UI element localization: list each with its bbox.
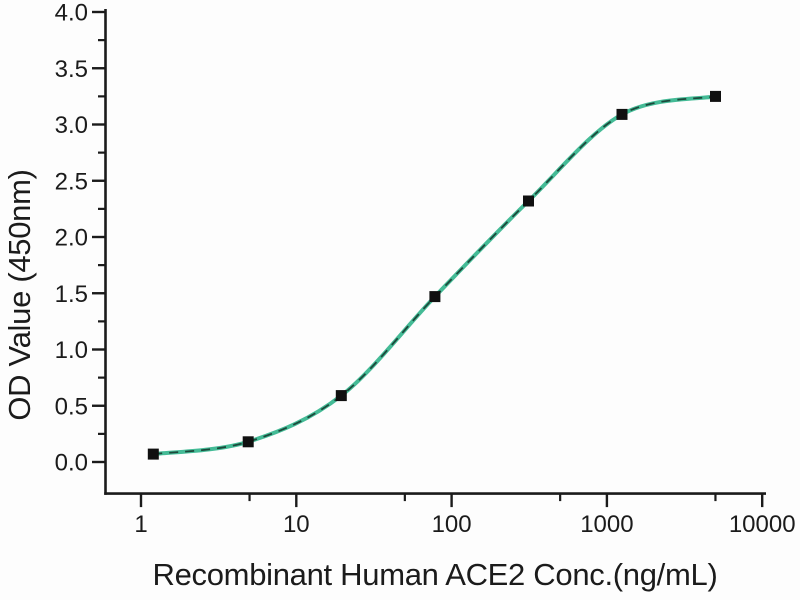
data-point-marker — [147, 448, 159, 460]
x-axis-title: Recombinant Human ACE2 Conc.(ng/mL) — [153, 557, 718, 592]
y-tick-label: 3.5 — [55, 56, 88, 83]
fit-curve-line — [151, 94, 718, 457]
x-tick-label: 1000 — [580, 511, 633, 538]
y-tick-label: 1.5 — [55, 281, 88, 308]
x-tick-label: 100 — [432, 511, 472, 538]
data-point-marker — [335, 390, 347, 402]
data-point-marker — [710, 90, 721, 102]
fit-curve — [151, 94, 718, 457]
x-tick-label: 10 — [283, 511, 310, 538]
data-point-marker — [429, 291, 441, 303]
x-tick-label: 10000 — [729, 511, 796, 538]
y-tick-label: 0.5 — [55, 393, 88, 420]
y-axis-title: OD Value (450nm) — [2, 169, 37, 420]
y-tick-label: 3.0 — [55, 112, 88, 139]
y-tick-label: 2.0 — [55, 225, 88, 252]
y-tick-label: 2.5 — [55, 168, 88, 195]
data-point-marker — [616, 108, 628, 120]
data-point-marker — [523, 195, 534, 207]
y-axis-tick-labels: 0.0 0.5 1.0 1.5 2.0 2.5 3.0 3.5 4.0 — [55, 0, 88, 477]
x-tick-label: 1 — [134, 511, 147, 538]
y-tick-label: 4.0 — [55, 0, 88, 27]
data-point-markers — [147, 90, 721, 460]
fit-curve-dashed-overlay — [153, 95, 716, 455]
x-axis-tick-labels: 1 10 100 1000 10000 — [134, 511, 795, 538]
x-axis-ticks — [139, 493, 764, 508]
y-tick-label: 0.0 — [55, 450, 88, 477]
y-axis-ticks — [92, 10, 106, 464]
data-point-marker — [242, 436, 254, 448]
y-tick-label: 1.0 — [55, 337, 88, 364]
